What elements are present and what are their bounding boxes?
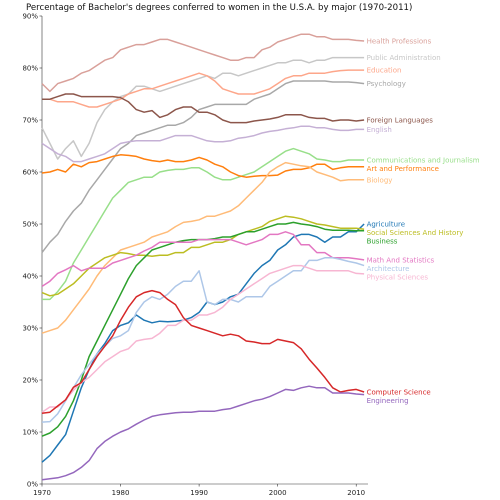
series-line-computer-science [41,289,365,415]
series-line-education [42,69,365,108]
series-label-english: English [367,126,392,134]
y-tick-label: 70% [22,117,38,125]
series-line-english [41,125,365,163]
series-line-physical-sciences [41,264,365,413]
series-line-math-and-statistics [41,231,365,288]
series-line-public-administration [41,56,365,160]
y-tick-label: 0% [27,481,38,489]
x-tick-label: 1980 [112,489,130,497]
series-label-biology: Biology [367,176,393,184]
series-line-health-professions [41,33,365,93]
series-label-engineering: Engineering [367,397,409,405]
x-tick-label: 2010 [347,489,365,497]
series-line-engineering [41,385,365,481]
series-line-psychology [41,80,365,254]
series-label-computer-science: Computer Science [367,388,431,396]
series-label-architecture: Architecture [367,265,410,273]
y-tick-label: 90% [22,13,38,21]
y-tick-label: 10% [22,429,38,437]
series-label-agriculture: Agriculture [367,221,406,229]
chart-title: Percentage of Bachelor's degrees conferr… [26,3,413,13]
y-tick-label: 40% [22,273,38,281]
series-label-health-professions: Health Professions [367,37,432,45]
series-label-business: Business [367,238,398,246]
series-line-communications-and-journalism [42,147,365,301]
x-tick-label: 1990 [190,489,208,497]
y-tick-label: 50% [22,221,38,229]
series-label-foreign-languages: Foreign Languages [367,117,434,125]
series-label-communications-and-journalism: Communications and Journalism [367,157,480,165]
series-label-education: Education [367,67,402,75]
y-tick-label: 30% [22,325,38,333]
series-line-biology [41,161,365,334]
y-tick-label: 60% [22,169,38,177]
series-label-physical-sciences: Physical Sciences [367,274,429,282]
series-label-public-administration: Public Administration [367,54,441,62]
series-line-architecture [41,257,365,423]
y-tick-label: 20% [22,377,38,385]
series-label-art-and-performance: Art and Performance [367,165,439,173]
y-tick-label: 80% [22,65,38,73]
series-label-math-and-statistics: Math And Statistics [367,256,435,264]
series-line-foreign-languages [42,93,365,124]
series-label-psychology: Psychology [367,80,406,88]
series-line-social-sciences-and-history [41,215,365,297]
x-tick-label: 2000 [269,489,287,497]
x-tick-label: 1970 [33,489,51,497]
series-label-social-sciences-and-history: Social Sciences And History [367,229,464,237]
